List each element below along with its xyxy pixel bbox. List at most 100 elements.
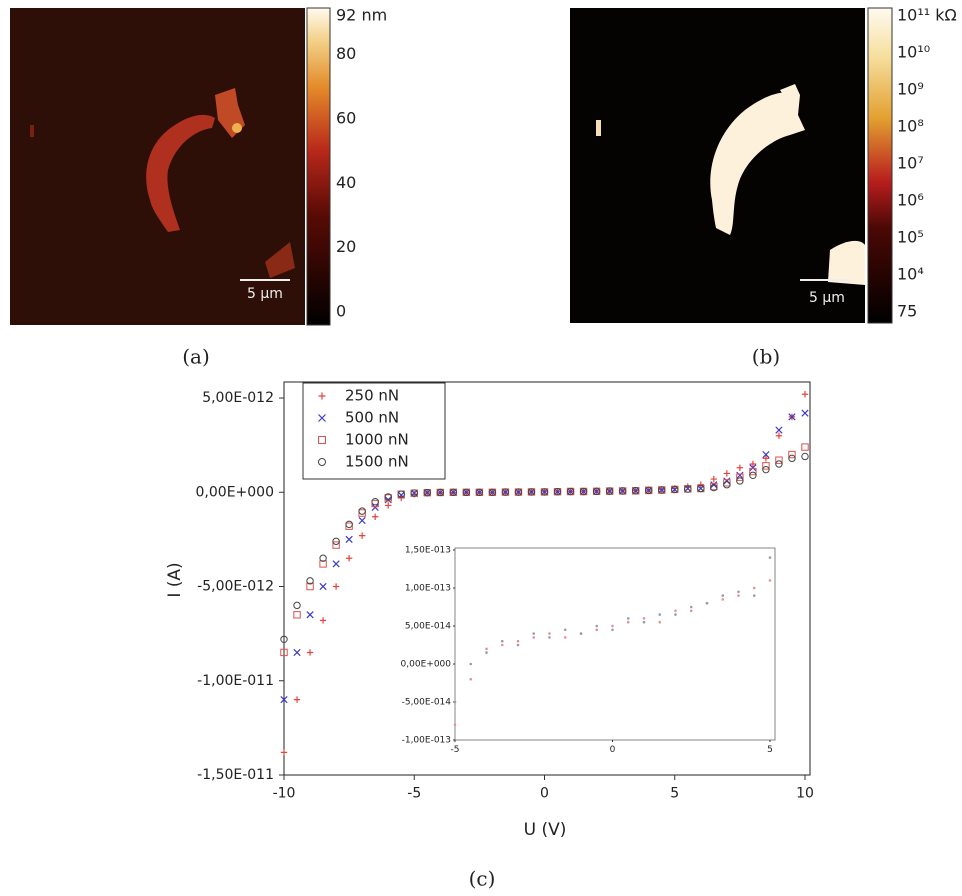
- data-point: [762, 462, 770, 470]
- legend-marker: [318, 392, 326, 400]
- data-point: [384, 493, 392, 501]
- y-tick-label: 5,00E-012: [202, 390, 274, 406]
- data-point: [697, 481, 704, 488]
- data-point: [469, 677, 473, 681]
- data-point: [721, 598, 725, 601]
- data-point: [611, 624, 614, 628]
- data-point: [548, 632, 551, 635]
- colorbar-tick-label: 10⁸: [897, 117, 924, 136]
- colorbar-tick-label: 0: [336, 302, 346, 321]
- data-point: [605, 487, 614, 495]
- data-point: [736, 477, 744, 485]
- data-point: [345, 555, 353, 562]
- y-tick-label: -5,00E-012: [197, 579, 274, 595]
- data-point: [358, 532, 366, 539]
- scale-bar-label: 5 µm: [809, 290, 845, 306]
- data-point: [775, 432, 783, 439]
- data-point: [737, 594, 740, 597]
- legend-label: 1500 nN: [345, 453, 409, 471]
- legend-marker: [318, 436, 326, 444]
- data-point: [674, 613, 677, 616]
- data-point: [293, 648, 301, 657]
- data-point: [775, 426, 783, 434]
- data-point: [801, 443, 809, 451]
- y-tick-label: -1,50E-011: [197, 767, 274, 783]
- legend: [302, 382, 446, 480]
- colorbar-tick-label: 10¹¹ kΩ: [897, 6, 957, 25]
- colorbar-tick-label: 40: [336, 173, 356, 192]
- data-point: [345, 520, 353, 528]
- data-point: [611, 628, 614, 632]
- data-point: [475, 488, 484, 496]
- colorbar-tick-label: 80: [336, 44, 356, 63]
- data-point: [332, 541, 340, 549]
- colorbar-tick-label: 10⁶: [897, 191, 924, 210]
- data-point: [723, 470, 731, 477]
- legend-marker: [318, 414, 326, 422]
- data-point: [775, 460, 783, 468]
- data-point: [723, 477, 731, 485]
- colorbar-tick-label: 10⁷: [897, 154, 924, 173]
- data-point: [423, 489, 431, 497]
- x-tick-label: -10: [273, 785, 296, 801]
- data-point: [705, 601, 709, 605]
- data-point: [436, 488, 445, 497]
- data-point: [516, 639, 520, 643]
- scale-bar-label: 5 µm: [247, 286, 283, 302]
- x-tick-label: 5: [767, 745, 773, 755]
- data-point: [736, 464, 744, 471]
- colorbar-tick-label: 10¹⁰: [897, 43, 930, 62]
- data-point: [721, 594, 725, 597]
- y-tick-label: 1,50E-013: [405, 546, 451, 556]
- data-point: [306, 649, 314, 656]
- data-point: [801, 391, 809, 398]
- data-point: [332, 583, 340, 590]
- data-point: [626, 620, 630, 624]
- data-point: [563, 628, 567, 632]
- data-point: [788, 454, 796, 462]
- data-point: [788, 413, 796, 421]
- afm-image: 5 µm: [10, 8, 305, 325]
- panel-label: (c): [469, 867, 496, 891]
- colorbar-tick-label: 20: [336, 237, 356, 256]
- y-tick-label: 0,00E+000: [401, 660, 452, 670]
- legend-label: 250 nN: [345, 387, 399, 405]
- data-point: [516, 643, 520, 647]
- data-point: [371, 499, 379, 508]
- data-point: [697, 484, 705, 493]
- data-point: [332, 560, 340, 568]
- x-tick-label: 5: [670, 785, 679, 801]
- data-point: [658, 486, 666, 494]
- data-point: [642, 617, 646, 620]
- data-point: [293, 696, 301, 703]
- data-point: [788, 450, 796, 459]
- data-point: [371, 503, 379, 511]
- data-point: [762, 450, 770, 459]
- data-point: [280, 635, 288, 643]
- data-point: [801, 452, 809, 461]
- data-point: [332, 537, 340, 545]
- data-point: [449, 488, 458, 496]
- data-point: [595, 624, 599, 628]
- data-point: [752, 594, 756, 597]
- data-point: [631, 487, 640, 495]
- data-point: [371, 513, 379, 520]
- data-point: [674, 609, 677, 613]
- data-point: [737, 590, 740, 594]
- data-point: [306, 611, 314, 619]
- colorbar-tick-label: 10⁴: [897, 265, 924, 284]
- panel-label: (b): [752, 345, 780, 369]
- data-point: [385, 502, 392, 509]
- colorbar-tick-label: 60: [336, 108, 356, 127]
- y-tick-label: 0,00E+000: [196, 484, 274, 500]
- legend-label: 1000 nN: [345, 431, 409, 449]
- data-point: [749, 464, 757, 472]
- data-point: [280, 695, 288, 704]
- data-point: [540, 488, 549, 496]
- colorbar-tick-label: 75: [897, 302, 917, 321]
- data-point: [710, 475, 718, 483]
- y-tick-label: -1,00E-011: [197, 673, 274, 689]
- data-point: [563, 636, 567, 639]
- data-point: [319, 582, 327, 591]
